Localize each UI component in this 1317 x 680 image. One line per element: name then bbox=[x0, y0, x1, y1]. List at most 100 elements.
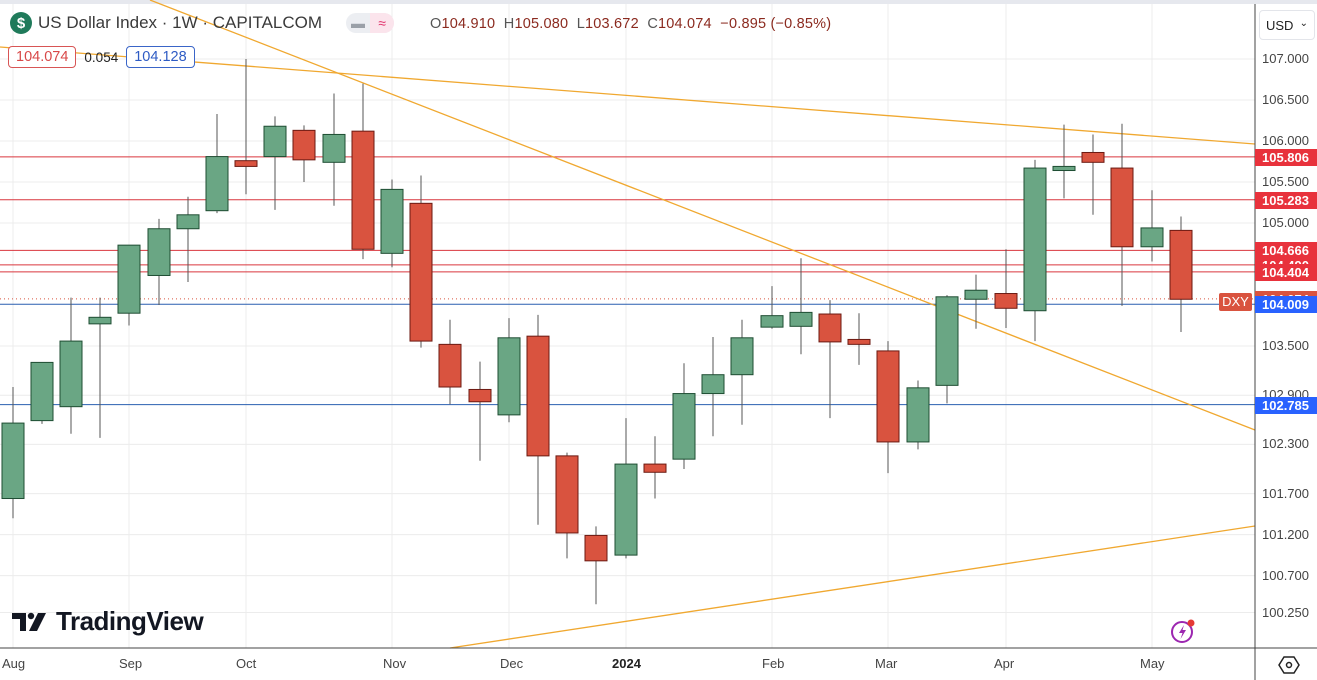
candle-bullish[interactable] bbox=[935, 296, 959, 386]
symbol-title[interactable]: US Dollar Index · 1W · CAPITALCOM bbox=[38, 13, 323, 32]
trendline[interactable] bbox=[449, 525, 1256, 649]
candle-bullish[interactable] bbox=[614, 463, 638, 556]
price-tick-label: 102.300 bbox=[1262, 436, 1309, 452]
wave-icon[interactable]: ≈ bbox=[370, 13, 395, 33]
price-tick-label: 105.500 bbox=[1262, 174, 1309, 189]
candle-bullish[interactable] bbox=[322, 133, 346, 163]
candle-bearish[interactable] bbox=[438, 343, 462, 388]
price-tick-label: 106.000 bbox=[1262, 133, 1309, 148]
candle-bearish[interactable] bbox=[1110, 167, 1134, 248]
price-tick-label: 100.700 bbox=[1262, 567, 1309, 583]
candle-bearish[interactable] bbox=[526, 335, 550, 457]
time-tick-label: Apr bbox=[994, 656, 1015, 671]
candle-bullish[interactable] bbox=[497, 337, 521, 416]
low-label: L bbox=[576, 16, 586, 32]
lightning-alert-icon[interactable] bbox=[1169, 617, 1197, 645]
settings-hex-icon[interactable] bbox=[1278, 654, 1300, 676]
candle-bullish[interactable] bbox=[760, 315, 784, 328]
candle-bearish[interactable] bbox=[351, 130, 375, 250]
line-price-tag: 104.404 bbox=[1255, 263, 1317, 281]
candle-bearish[interactable] bbox=[1081, 151, 1105, 163]
ohlc-values: O104.910 H105.080 L103.672 C104.074 −0.8… bbox=[430, 16, 831, 32]
candle-bearish[interactable] bbox=[1169, 229, 1193, 300]
candle-bearish[interactable] bbox=[468, 388, 492, 403]
price-tick-label: 100.250 bbox=[1262, 604, 1309, 620]
candle-bullish[interactable] bbox=[205, 156, 229, 212]
price-tick-label: 103.500 bbox=[1262, 338, 1309, 353]
close-value: 104.074 bbox=[657, 16, 712, 32]
chevron-down-icon: ⌄ bbox=[1299, 18, 1308, 29]
candle-bullish[interactable] bbox=[1052, 165, 1076, 172]
candle-bullish[interactable] bbox=[88, 316, 112, 325]
candle-bullish[interactable] bbox=[1140, 227, 1164, 248]
line-price-tag: 102.785 bbox=[1255, 396, 1317, 414]
price-tick-label: 107.000 bbox=[1262, 51, 1309, 66]
line-price-tag: 104.666 bbox=[1255, 242, 1317, 260]
candle-bullish[interactable] bbox=[1023, 167, 1047, 312]
price-tick-label: 101.200 bbox=[1262, 526, 1309, 542]
candle-bullish[interactable] bbox=[906, 387, 930, 443]
candle-bullish[interactable] bbox=[730, 337, 754, 376]
candle-bearish[interactable] bbox=[555, 455, 579, 534]
tradingview-logo-icon bbox=[12, 612, 46, 631]
time-tick-label: Mar bbox=[875, 656, 898, 671]
trendline[interactable] bbox=[0, 46, 1256, 145]
time-tick-label: Oct bbox=[236, 656, 257, 671]
candle-bullish[interactable] bbox=[701, 374, 725, 395]
candle-bullish[interactable] bbox=[176, 214, 200, 230]
price-tick-label: 105.000 bbox=[1262, 215, 1309, 230]
open-label: O bbox=[430, 16, 442, 32]
candle-bullish[interactable] bbox=[1, 422, 25, 500]
buy-price-button[interactable]: 104.128 bbox=[126, 46, 195, 68]
trendline[interactable] bbox=[149, 0, 1256, 431]
candle-bearish[interactable] bbox=[847, 338, 871, 345]
candle-bearish[interactable] bbox=[818, 313, 842, 343]
tradingview-wordmark: TradingView bbox=[56, 606, 204, 636]
high-label: H bbox=[503, 16, 515, 32]
dollar-logo-icon: $ bbox=[10, 12, 32, 34]
minus-icon[interactable]: ▬ bbox=[351, 15, 366, 31]
currency-select[interactable]: USD ⌄ bbox=[1259, 10, 1315, 40]
high-value: 105.080 bbox=[514, 16, 569, 32]
close-label: C bbox=[647, 16, 658, 32]
candle-bearish[interactable] bbox=[643, 463, 667, 473]
candle-bearish[interactable] bbox=[292, 129, 316, 161]
candle-bullish[interactable] bbox=[672, 393, 696, 460]
candle-bearish[interactable] bbox=[994, 293, 1018, 309]
symbol-tag: DXY bbox=[1219, 293, 1252, 311]
sell-price-button[interactable]: 104.074 bbox=[8, 46, 77, 68]
price-tick-label: 101.700 bbox=[1262, 485, 1309, 501]
candle-bullish[interactable] bbox=[964, 289, 988, 300]
price-tick-label: 106.500 bbox=[1262, 92, 1309, 107]
symbol-legend[interactable]: $ US Dollar Index · 1W · CAPITALCOM ▬ ≈ bbox=[10, 12, 395, 34]
open-value: 104.910 bbox=[441, 16, 496, 32]
bid-ask-panel: 104.074 0.054 104.128 bbox=[8, 46, 195, 68]
candle-bullish[interactable] bbox=[789, 311, 813, 327]
candle-bullish[interactable] bbox=[263, 125, 287, 158]
line-price-tag: 105.806 bbox=[1255, 148, 1317, 166]
candle-bullish[interactable] bbox=[147, 228, 171, 276]
time-tick-label: 2024 bbox=[612, 656, 641, 671]
candle-bullish[interactable] bbox=[117, 244, 141, 314]
candle-bullish[interactable] bbox=[59, 340, 83, 408]
spread-value: 0.054 bbox=[84, 49, 119, 65]
candle-bearish[interactable] bbox=[409, 202, 433, 342]
candle-bearish[interactable] bbox=[876, 350, 900, 443]
candle-bearish[interactable] bbox=[234, 160, 258, 167]
candle-bullish[interactable] bbox=[30, 361, 54, 422]
top-border bbox=[0, 0, 1317, 4]
currency-label: USD bbox=[1266, 18, 1294, 33]
change-value: −0.895 (−0.85%) bbox=[720, 16, 832, 32]
time-tick-label: Dec bbox=[500, 656, 524, 671]
legend-toggle[interactable]: ▬ ≈ bbox=[346, 13, 395, 33]
candle-bullish[interactable] bbox=[380, 188, 404, 254]
low-value: 103.672 bbox=[585, 16, 639, 32]
candle-bearish[interactable] bbox=[584, 534, 608, 562]
time-tick-label: Sep bbox=[119, 656, 143, 671]
time-tick-label: Aug bbox=[2, 656, 26, 671]
line-price-tag: 105.283 bbox=[1255, 191, 1317, 209]
time-tick-label: Nov bbox=[383, 656, 407, 671]
tradingview-logo[interactable]: TradingView bbox=[12, 606, 204, 637]
